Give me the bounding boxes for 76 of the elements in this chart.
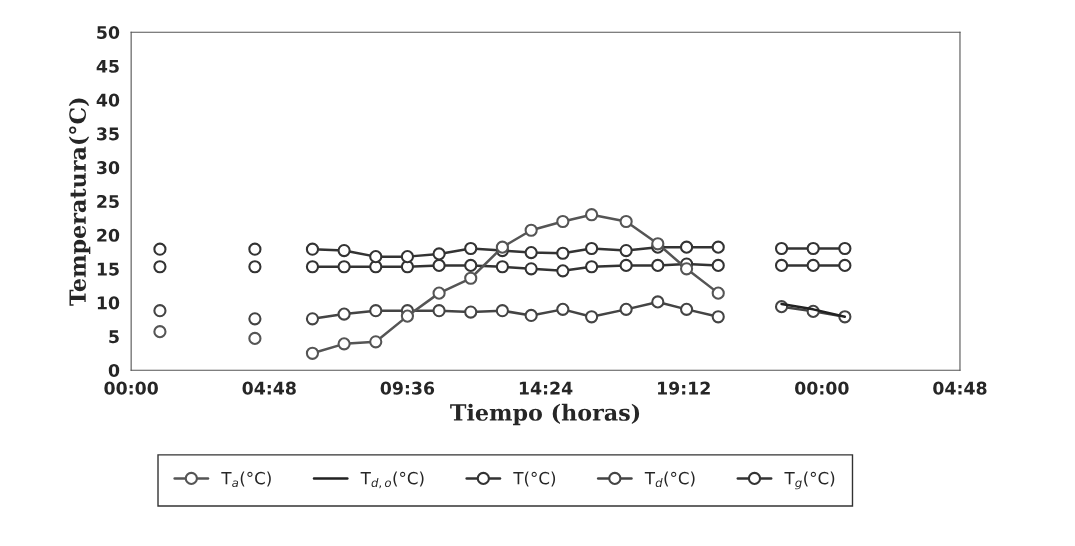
x-tick-label: 00:00 [104,381,158,395]
point [305,242,320,256]
point [651,258,665,273]
y-tick-label: 25 [97,194,119,209]
y-tick-label: 40 [96,93,120,107]
x-axis-title: Tiempo (horas) [450,403,640,426]
point [495,240,509,254]
point [432,258,446,273]
point [495,260,509,274]
y-tick-label: 5 [109,330,119,344]
point [305,312,320,326]
point [524,245,538,260]
y-tick-label: 50 [97,25,120,40]
point [556,264,570,278]
y-tick-label: 15 [97,262,119,276]
point [464,258,478,273]
point [432,286,446,300]
y-tick-label: 35 [97,127,119,141]
point [619,258,633,273]
point [432,304,446,318]
point [464,241,478,256]
point [679,240,694,254]
x-tick-label: 04:48 [933,381,987,395]
point [556,246,570,260]
point [464,305,478,319]
point [619,214,633,229]
point [464,271,478,285]
y-tick-label: 30 [97,161,120,175]
point [305,346,320,360]
point [711,240,725,254]
point [337,337,351,351]
y-tick-label: 20 [97,228,120,242]
point [619,302,633,316]
point [524,308,538,323]
x-tick-label: 14:24 [519,381,573,395]
point [432,247,446,261]
legend-label: T$_{g}$(°C) [784,471,835,490]
point [369,250,383,264]
point [711,310,725,324]
x-tick-label: 19:12 [658,381,710,395]
point [838,258,852,273]
x-tick-label: 04:48 [242,381,296,395]
point [337,307,351,321]
point [556,214,570,229]
point [556,302,570,316]
point [711,286,725,300]
point [711,258,725,273]
y-tick-label: 0 [108,363,120,378]
x-tick-label: 09:36 [380,381,435,395]
point [369,335,383,349]
point [524,223,538,237]
point [400,250,415,264]
legend-label: T(°C) [513,471,556,487]
point [369,304,383,318]
point [838,241,852,256]
legend-label: T$_{d,o}$(°C) [360,471,424,489]
point [774,241,789,256]
point [400,309,415,323]
point [806,258,820,273]
y-tick-label: 45 [96,59,119,73]
point [651,295,665,309]
point [305,260,320,274]
point [337,260,351,274]
point [679,302,694,316]
legend-label: T$_{d}$(°C) [644,471,695,488]
point [524,262,538,276]
point [619,243,633,258]
point [495,304,509,318]
point [806,241,820,256]
y-tick-label: 10 [97,296,120,310]
point [337,243,351,258]
point [774,258,789,273]
legend-label: T$_{a}$(°C) [221,471,271,488]
x-tick-label: 00:00 [795,381,849,395]
y-axis-title: Temperatura(°C) [68,98,91,306]
point [679,262,694,276]
